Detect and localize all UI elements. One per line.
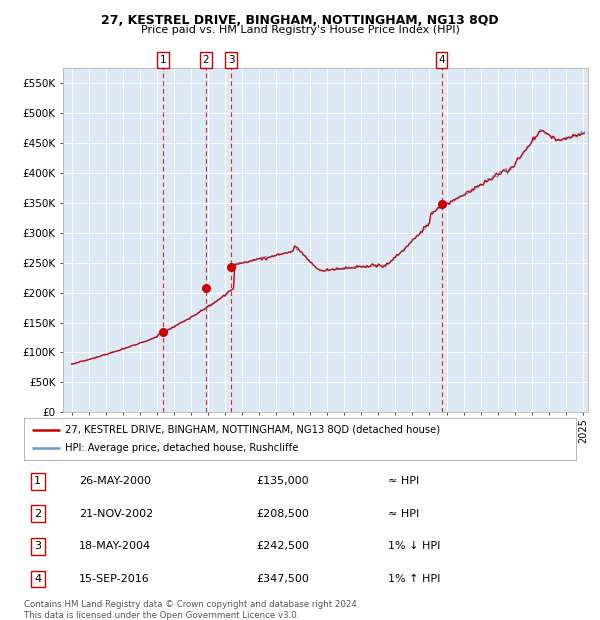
Text: ≈ HPI: ≈ HPI bbox=[388, 476, 419, 486]
Text: 21-NOV-2002: 21-NOV-2002 bbox=[79, 509, 154, 519]
Text: 3: 3 bbox=[228, 55, 235, 65]
Text: £242,500: £242,500 bbox=[256, 541, 309, 551]
Text: 4: 4 bbox=[34, 574, 41, 584]
Text: £208,500: £208,500 bbox=[256, 509, 309, 519]
Text: 15-SEP-2016: 15-SEP-2016 bbox=[79, 574, 150, 584]
Text: 4: 4 bbox=[438, 55, 445, 65]
Text: Price paid vs. HM Land Registry's House Price Index (HPI): Price paid vs. HM Land Registry's House … bbox=[140, 25, 460, 35]
Text: 18-MAY-2004: 18-MAY-2004 bbox=[79, 541, 151, 551]
Text: 2: 2 bbox=[34, 509, 41, 519]
Text: 26-MAY-2000: 26-MAY-2000 bbox=[79, 476, 151, 486]
Text: 1% ↓ HPI: 1% ↓ HPI bbox=[388, 541, 440, 551]
Text: 1: 1 bbox=[34, 476, 41, 486]
Text: 27, KESTREL DRIVE, BINGHAM, NOTTINGHAM, NG13 8QD (detached house): 27, KESTREL DRIVE, BINGHAM, NOTTINGHAM, … bbox=[65, 425, 440, 435]
Text: 2: 2 bbox=[203, 55, 209, 65]
Text: HPI: Average price, detached house, Rushcliffe: HPI: Average price, detached house, Rush… bbox=[65, 443, 299, 453]
Text: £347,500: £347,500 bbox=[256, 574, 309, 584]
Text: Contains HM Land Registry data © Crown copyright and database right 2024.
This d: Contains HM Land Registry data © Crown c… bbox=[24, 600, 359, 619]
Text: 1: 1 bbox=[160, 55, 167, 65]
Text: 3: 3 bbox=[34, 541, 41, 551]
Text: 27, KESTREL DRIVE, BINGHAM, NOTTINGHAM, NG13 8QD: 27, KESTREL DRIVE, BINGHAM, NOTTINGHAM, … bbox=[101, 14, 499, 27]
Text: £135,000: £135,000 bbox=[256, 476, 308, 486]
Text: 1% ↑ HPI: 1% ↑ HPI bbox=[388, 574, 440, 584]
Text: ≈ HPI: ≈ HPI bbox=[388, 509, 419, 519]
